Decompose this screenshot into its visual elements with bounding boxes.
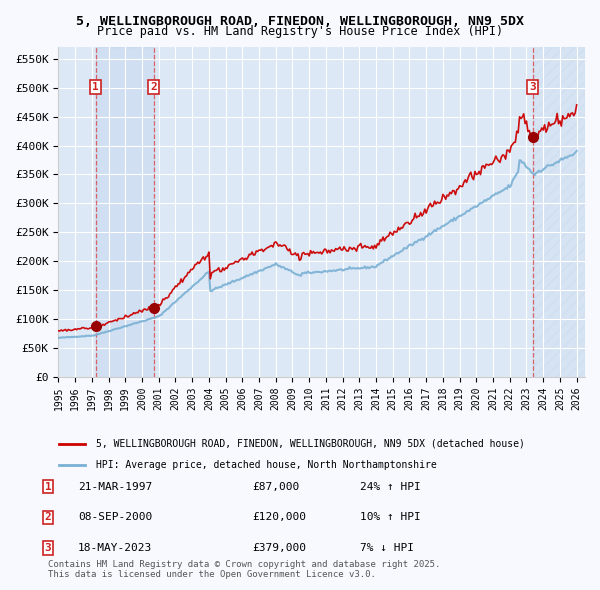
Text: 18-MAY-2023: 18-MAY-2023 bbox=[78, 543, 152, 553]
Text: 3: 3 bbox=[529, 82, 536, 92]
Bar bbox=[95, 47, 154, 376]
Bar bbox=[533, 47, 585, 376]
Text: 3: 3 bbox=[44, 543, 52, 553]
Text: 1: 1 bbox=[92, 82, 99, 92]
Text: 5, WELLINGBOROUGH ROAD, FINEDON, WELLINGBOROUGH, NN9 5DX (detached house): 5, WELLINGBOROUGH ROAD, FINEDON, WELLING… bbox=[95, 439, 524, 449]
Text: 10% ↑ HPI: 10% ↑ HPI bbox=[360, 513, 421, 522]
Text: 7% ↓ HPI: 7% ↓ HPI bbox=[360, 543, 414, 553]
Text: £87,000: £87,000 bbox=[252, 482, 299, 491]
Text: £120,000: £120,000 bbox=[252, 513, 306, 522]
Text: Price paid vs. HM Land Registry's House Price Index (HPI): Price paid vs. HM Land Registry's House … bbox=[97, 25, 503, 38]
Text: Contains HM Land Registry data © Crown copyright and database right 2025.
This d: Contains HM Land Registry data © Crown c… bbox=[48, 560, 440, 579]
Text: 2: 2 bbox=[150, 82, 157, 92]
Text: 1: 1 bbox=[44, 482, 52, 491]
Text: 2: 2 bbox=[44, 513, 52, 522]
Text: 24% ↑ HPI: 24% ↑ HPI bbox=[360, 482, 421, 491]
Text: 21-MAR-1997: 21-MAR-1997 bbox=[78, 482, 152, 491]
Text: HPI: Average price, detached house, North Northamptonshire: HPI: Average price, detached house, Nort… bbox=[95, 460, 436, 470]
Text: £379,000: £379,000 bbox=[252, 543, 306, 553]
Text: 08-SEP-2000: 08-SEP-2000 bbox=[78, 513, 152, 522]
Text: 5, WELLINGBOROUGH ROAD, FINEDON, WELLINGBOROUGH, NN9 5DX: 5, WELLINGBOROUGH ROAD, FINEDON, WELLING… bbox=[76, 15, 524, 28]
